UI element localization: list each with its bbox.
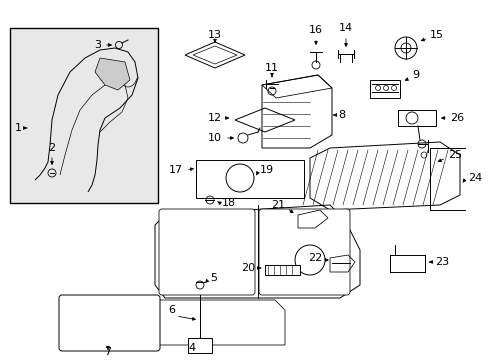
- FancyBboxPatch shape: [259, 209, 349, 295]
- Polygon shape: [95, 58, 130, 90]
- Bar: [187, 338, 212, 353]
- Text: 16: 16: [308, 25, 323, 35]
- Text: 13: 13: [207, 30, 222, 40]
- Bar: [10, 28, 158, 203]
- FancyBboxPatch shape: [59, 295, 160, 351]
- Text: 10: 10: [207, 133, 222, 143]
- Bar: [397, 110, 435, 126]
- Text: 3: 3: [94, 40, 102, 50]
- FancyBboxPatch shape: [159, 209, 254, 295]
- Text: 21: 21: [270, 200, 285, 210]
- Text: 14: 14: [338, 23, 352, 33]
- Bar: [369, 80, 399, 98]
- Text: 25: 25: [447, 150, 461, 160]
- Text: 18: 18: [222, 198, 236, 208]
- Text: 9: 9: [411, 70, 418, 80]
- Bar: [196, 160, 304, 198]
- Text: 26: 26: [449, 113, 463, 123]
- Text: 1: 1: [15, 123, 21, 133]
- Text: 19: 19: [260, 165, 274, 175]
- Text: 20: 20: [241, 263, 254, 273]
- Text: 6: 6: [168, 305, 175, 315]
- Bar: [264, 265, 299, 275]
- Text: 4: 4: [188, 343, 195, 353]
- Text: 23: 23: [434, 257, 448, 267]
- Text: 22: 22: [307, 253, 321, 263]
- Text: 15: 15: [429, 30, 443, 40]
- Text: 2: 2: [48, 143, 56, 153]
- Text: 12: 12: [207, 113, 222, 123]
- Text: 5: 5: [209, 273, 217, 283]
- Text: 11: 11: [264, 63, 279, 73]
- Text: 24: 24: [467, 173, 481, 183]
- Text: 8: 8: [337, 110, 345, 120]
- Text: 7: 7: [104, 347, 111, 357]
- Text: 17: 17: [168, 165, 183, 175]
